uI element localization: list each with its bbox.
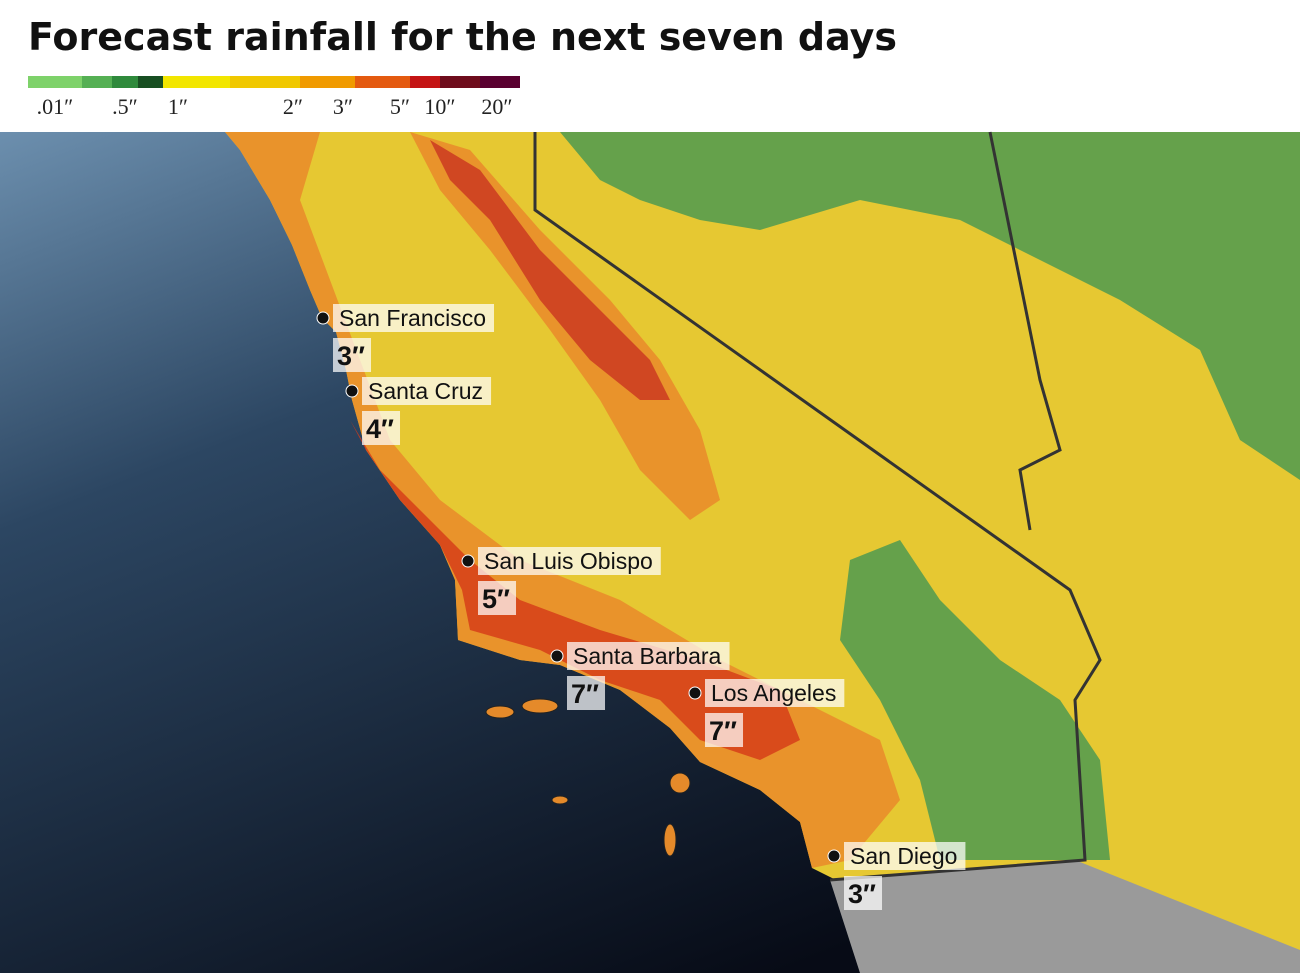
city-label-box	[844, 842, 966, 870]
legend: .01″ .5″ 1″ 2″ 3″ 5″ 10″ 20″	[28, 76, 520, 119]
city-dot	[688, 686, 702, 700]
rainfall-amount: 7″	[709, 716, 737, 746]
sierra-red	[430, 140, 670, 400]
city-label-box	[333, 304, 495, 332]
legend-label: 2″	[283, 94, 303, 119]
city-name: Santa Barbara	[573, 643, 722, 669]
rainfall-box	[844, 876, 883, 910]
legend-swatch	[410, 76, 440, 88]
legend-label: .01″	[37, 94, 74, 119]
city-label-box	[362, 377, 492, 405]
legend-swatch	[82, 76, 112, 88]
legend-swatch	[355, 76, 410, 88]
legend-swatch	[28, 76, 82, 88]
rainfall-box	[478, 581, 517, 615]
mexico	[830, 860, 1300, 973]
city-dot	[316, 311, 330, 325]
rainfall-amount: 4″	[366, 414, 394, 444]
legend-swatch	[480, 76, 520, 88]
rainfall-box	[567, 676, 606, 710]
rainfall-box	[705, 713, 744, 747]
rainfall-amount: 5″	[482, 584, 510, 614]
legend-label: 1″	[168, 94, 188, 119]
city-name: Santa Cruz	[368, 378, 483, 404]
rainfall-amount: 7″	[571, 679, 599, 709]
legend-swatch	[440, 76, 480, 88]
city-name: San Luis Obispo	[484, 548, 653, 574]
city-dot	[345, 384, 359, 398]
city-name: Los Angeles	[711, 680, 836, 706]
title: Forecast rainfall for the next seven day…	[28, 15, 897, 59]
city-name: San Diego	[850, 843, 957, 869]
legend-swatch	[163, 76, 230, 88]
northeast-green	[560, 132, 1300, 480]
legend-label: .5″	[112, 94, 138, 119]
state-border	[533, 132, 1102, 882]
southeast-green	[840, 540, 1110, 860]
rainfall-amount: 3″	[337, 341, 365, 371]
legend-swatch	[230, 76, 300, 88]
legend-swatch	[112, 76, 138, 88]
city-label-box	[478, 547, 661, 575]
legend-label: 20″	[481, 94, 512, 119]
legend-label: 5″	[390, 94, 410, 119]
legend-swatch	[300, 76, 355, 88]
legend-label: 3″	[333, 94, 353, 119]
city-dot	[550, 649, 564, 663]
city-name: San Francisco	[339, 305, 486, 331]
coastal-red	[350, 420, 800, 760]
legend-label: 10″	[424, 94, 455, 119]
rainfall-amount: 3″	[848, 879, 876, 909]
city-label-box	[567, 642, 730, 670]
rainfall-box	[333, 338, 372, 372]
legend-swatch	[138, 76, 163, 88]
city-dot	[461, 554, 475, 568]
city-dot	[827, 849, 841, 863]
rainfall-box	[362, 411, 401, 445]
city-label-box	[705, 679, 845, 707]
state-border-2	[988, 131, 1062, 531]
islands	[485, 698, 691, 857]
